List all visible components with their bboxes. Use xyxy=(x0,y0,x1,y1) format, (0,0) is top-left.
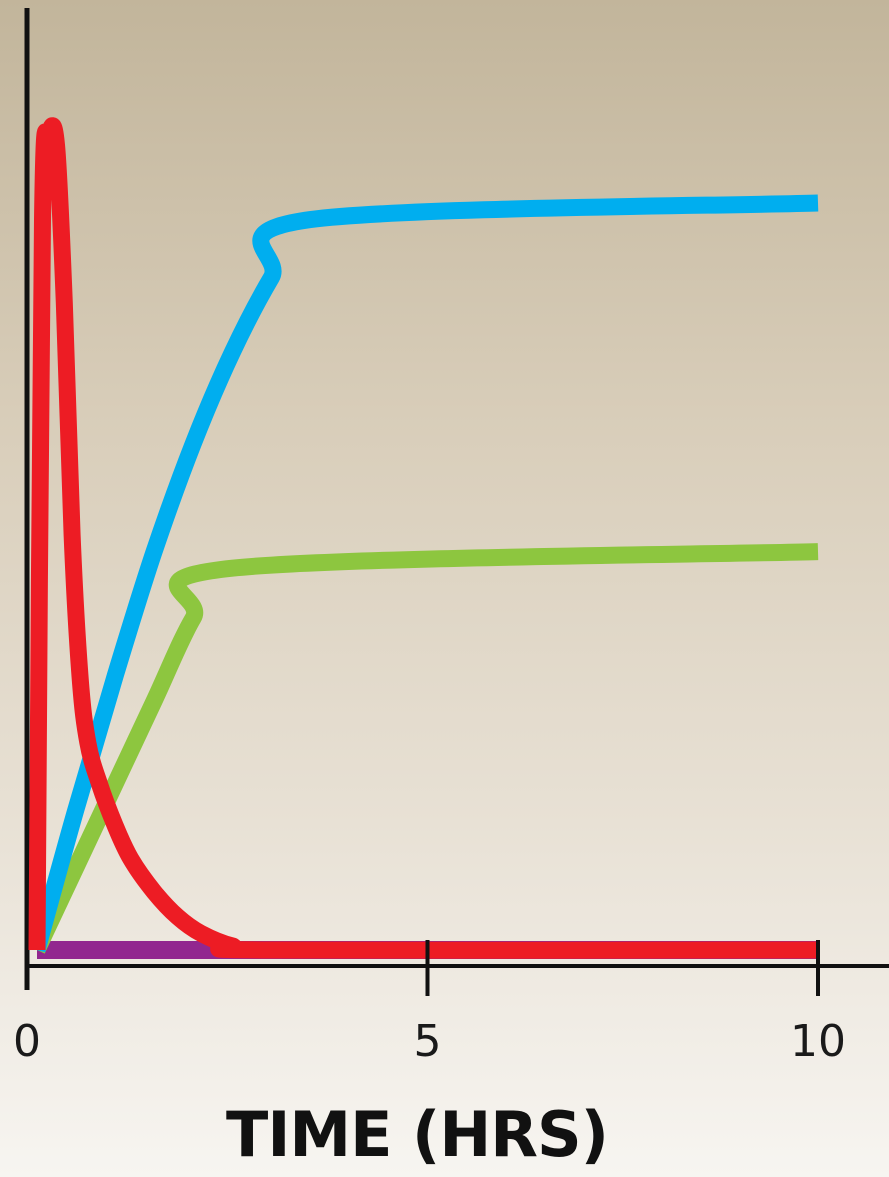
x-tick-label: 0 xyxy=(13,1016,41,1067)
x-ticks xyxy=(425,940,820,996)
series-green-line xyxy=(29,543,819,954)
series-group xyxy=(28,117,819,959)
series-blue-line xyxy=(28,194,819,953)
series-red-line xyxy=(28,117,819,959)
x-axis-label: TIME (HRS) xyxy=(226,1098,609,1171)
x-tick-label: 5 xyxy=(413,1016,442,1067)
x-tick-label: 10 xyxy=(790,1016,846,1067)
